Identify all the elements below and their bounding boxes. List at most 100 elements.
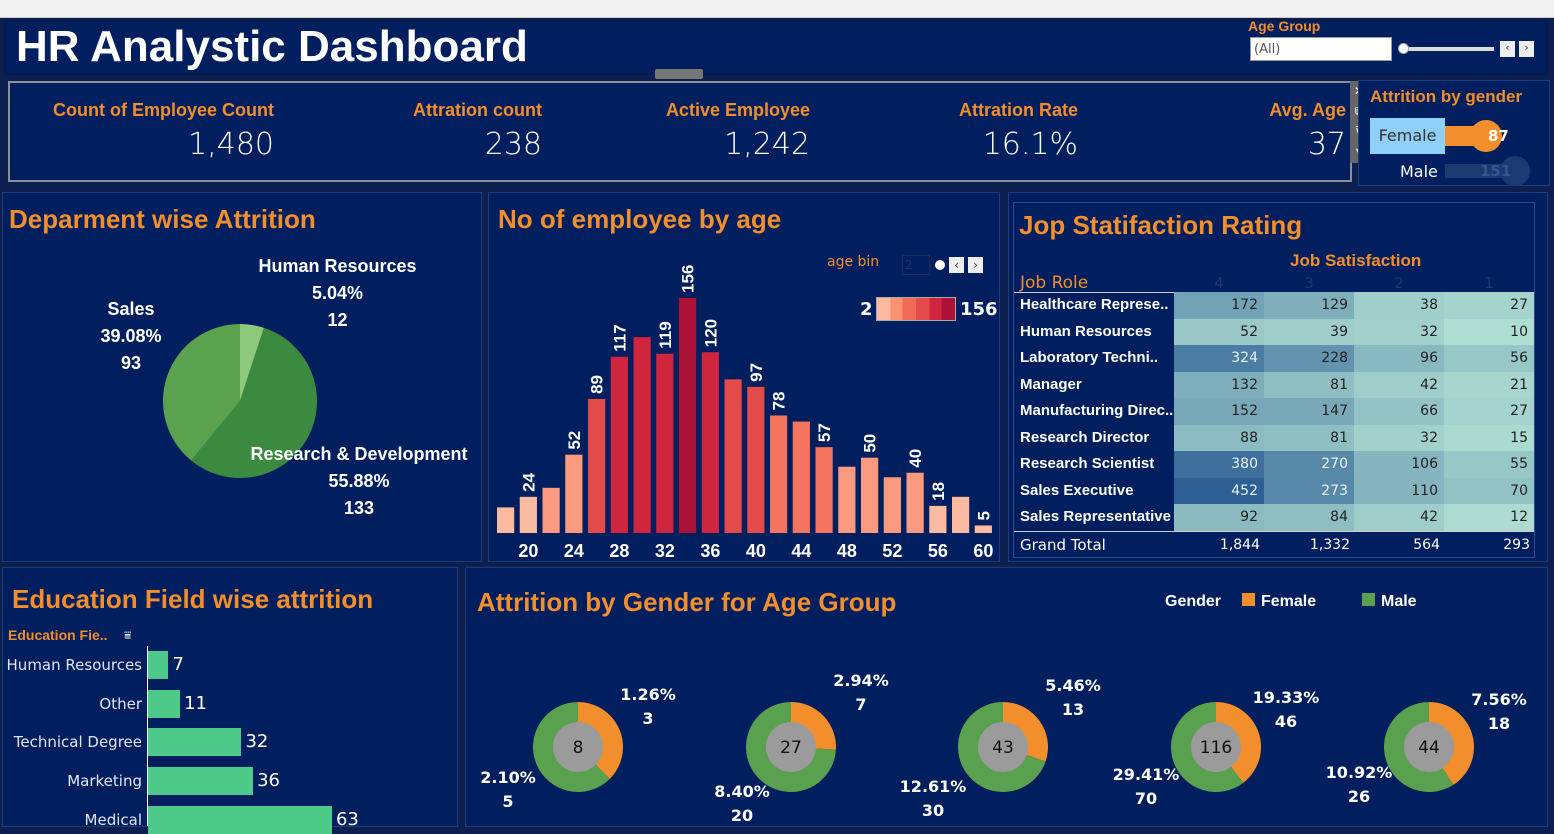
value-cell[interactable]: 88 bbox=[1174, 424, 1264, 451]
age-bar-22[interactable] bbox=[542, 487, 560, 533]
previous-icon[interactable]: ‹ bbox=[1500, 41, 1515, 57]
legend-male[interactable]: Male bbox=[1381, 593, 1417, 610]
value-cell[interactable]: 92 bbox=[1174, 504, 1264, 531]
education-bar[interactable] bbox=[148, 689, 181, 718]
age-bar-54[interactable] bbox=[906, 472, 924, 533]
value-cell[interactable]: 42 bbox=[1354, 371, 1444, 398]
table-row[interactable]: Laboratory Techni.. 324 228 96 56 bbox=[1014, 345, 1534, 372]
value-cell[interactable]: 106 bbox=[1354, 451, 1444, 478]
value-cell[interactable]: 10 bbox=[1444, 318, 1534, 345]
age-bar-32[interactable] bbox=[656, 353, 674, 533]
table-row[interactable]: Healthcare Represe.. 172 129 38 27 bbox=[1014, 292, 1534, 319]
slider-handle[interactable] bbox=[1398, 43, 1409, 54]
pie-slice-0[interactable] bbox=[240, 324, 264, 401]
age-group-filter-input[interactable]: (All) bbox=[1250, 37, 1392, 61]
value-cell[interactable]: 228 bbox=[1264, 345, 1354, 372]
value-cell[interactable]: 273 bbox=[1264, 477, 1354, 504]
pie-slice-2[interactable] bbox=[163, 324, 240, 461]
age-bar-26[interactable] bbox=[588, 398, 606, 533]
value-cell[interactable]: 452 bbox=[1174, 477, 1264, 504]
value-cell[interactable]: 32 bbox=[1354, 318, 1444, 345]
drag-handle[interactable] bbox=[655, 69, 703, 79]
slice-value: 12 bbox=[327, 310, 348, 330]
value-cell[interactable]: 152 bbox=[1174, 398, 1264, 425]
value-cell[interactable]: 132 bbox=[1174, 371, 1264, 398]
previous-icon[interactable]: ‹ bbox=[949, 257, 964, 273]
value-cell[interactable]: 15 bbox=[1444, 424, 1534, 451]
age-bar-56[interactable] bbox=[929, 505, 947, 533]
age-bar-18[interactable] bbox=[497, 507, 515, 533]
age-bar-60[interactable] bbox=[974, 525, 992, 533]
age-bar-58[interactable] bbox=[952, 496, 970, 533]
value-cell[interactable]: 32 bbox=[1354, 424, 1444, 451]
value-cell[interactable]: 38 bbox=[1354, 292, 1444, 319]
value-cell[interactable]: 324 bbox=[1174, 345, 1264, 372]
value-cell[interactable]: 84 bbox=[1264, 504, 1354, 531]
value-cell[interactable]: 39 bbox=[1264, 318, 1354, 345]
bar-label: 117 bbox=[610, 324, 629, 351]
value-cell[interactable]: 70 bbox=[1444, 477, 1534, 504]
value-cell[interactable]: 270 bbox=[1264, 451, 1354, 478]
value-cell[interactable]: 27 bbox=[1444, 292, 1534, 319]
value-cell[interactable]: 42 bbox=[1354, 504, 1444, 531]
job-satisfaction-column-header: Job Satisfaction bbox=[1290, 251, 1422, 270]
age-bar-48[interactable] bbox=[838, 466, 856, 533]
value-cell[interactable]: 12 bbox=[1444, 504, 1534, 531]
female-label[interactable]: Female bbox=[1370, 118, 1445, 154]
x-tick: 24 bbox=[564, 541, 584, 561]
table-row[interactable]: Manager 132 81 42 21 bbox=[1014, 371, 1534, 398]
next-icon[interactable]: › bbox=[1519, 41, 1534, 57]
age-bar-20[interactable] bbox=[519, 496, 537, 533]
value-cell[interactable]: 66 bbox=[1354, 398, 1444, 425]
value-cell[interactable]: 96 bbox=[1354, 345, 1444, 372]
legend-female[interactable]: Female bbox=[1261, 593, 1317, 610]
table-row[interactable]: Research Director 88 81 32 15 bbox=[1014, 424, 1534, 451]
job-role-cell: Human Resources bbox=[1020, 322, 1152, 340]
table-row[interactable]: Human Resources 52 39 32 10 bbox=[1014, 318, 1534, 345]
age-bar-36[interactable] bbox=[701, 352, 719, 533]
value-cell[interactable]: 27 bbox=[1444, 398, 1534, 425]
slice-name: Research & Development bbox=[250, 444, 468, 464]
kpi-active-employee: Active Employee 1,242 bbox=[600, 100, 810, 162]
pie-slice-1[interactable] bbox=[191, 327, 317, 478]
age-bar-40[interactable] bbox=[747, 386, 765, 533]
value-cell[interactable]: 81 bbox=[1264, 371, 1354, 398]
value-cell[interactable]: 21 bbox=[1444, 371, 1534, 398]
male-bar[interactable] bbox=[1445, 164, 1515, 178]
age-bar-46[interactable] bbox=[815, 447, 833, 533]
male-label[interactable]: Male bbox=[1400, 162, 1438, 181]
age-bar-28[interactable] bbox=[610, 356, 628, 533]
value-cell[interactable]: 172 bbox=[1174, 292, 1264, 319]
table-row[interactable]: Sales Representative 92 84 42 12 bbox=[1014, 504, 1534, 531]
value-cell[interactable]: 55 bbox=[1444, 451, 1534, 478]
next-icon[interactable]: › bbox=[968, 257, 983, 273]
value-cell[interactable]: 52 bbox=[1174, 318, 1264, 345]
age-group-slider[interactable] bbox=[1402, 47, 1494, 51]
age-bin-slider[interactable] bbox=[935, 260, 945, 270]
education-bar[interactable] bbox=[148, 805, 332, 834]
value-cell[interactable]: 56 bbox=[1444, 345, 1534, 372]
value-cell[interactable]: 380 bbox=[1174, 451, 1264, 478]
age-bar-24[interactable] bbox=[565, 454, 583, 533]
education-bar[interactable] bbox=[148, 651, 169, 679]
table-row[interactable]: Manufacturing Direc.. 152 147 66 27 bbox=[1014, 398, 1534, 425]
table-row[interactable]: Research Scientist 380 270 106 55 bbox=[1014, 451, 1534, 478]
browser-toolbar bbox=[0, 0, 1554, 18]
age-bar-42[interactable] bbox=[770, 415, 788, 534]
age-bar-50[interactable] bbox=[861, 457, 879, 533]
value-cell[interactable]: 129 bbox=[1264, 292, 1354, 319]
value-cell[interactable]: 110 bbox=[1354, 477, 1444, 504]
age-bar-38[interactable] bbox=[724, 379, 742, 533]
education-bar[interactable] bbox=[148, 728, 242, 757]
table-row[interactable]: Sales Executive 452 273 110 70 bbox=[1014, 477, 1534, 504]
age-bin-input[interactable]: 2 bbox=[902, 255, 930, 275]
education-bar[interactable] bbox=[148, 767, 254, 796]
sort-icon[interactable]: ⩸ bbox=[124, 628, 132, 642]
value-cell[interactable]: 81 bbox=[1264, 424, 1354, 451]
age-bar-44[interactable] bbox=[792, 421, 810, 533]
bar-label: 52 bbox=[565, 431, 584, 450]
age-bar-34[interactable] bbox=[679, 298, 697, 533]
age-bar-52[interactable] bbox=[883, 477, 901, 533]
value-cell[interactable]: 147 bbox=[1264, 398, 1354, 425]
age-bar-30[interactable] bbox=[633, 337, 651, 533]
